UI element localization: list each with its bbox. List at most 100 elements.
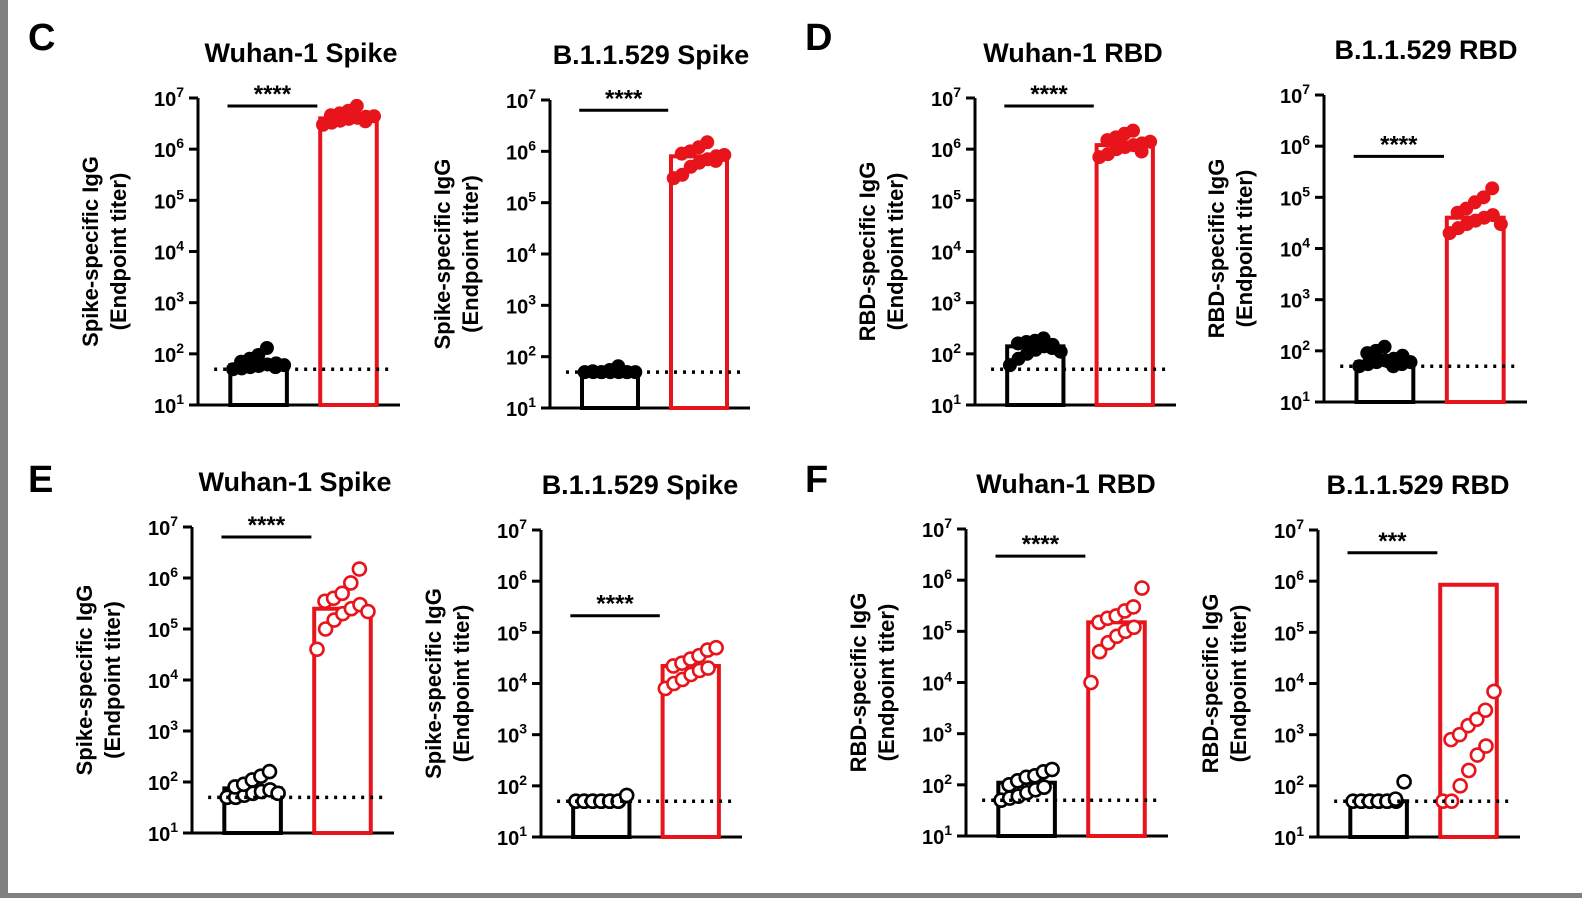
bar	[318, 116, 379, 407]
y-tick-label: 105	[1280, 183, 1310, 210]
y-tick-label: 107	[1274, 516, 1304, 543]
y-tick-label: 105	[148, 615, 178, 642]
chart-8: B.1.1.529 RBD RBD-specific IgG (Endpoint t…	[1198, 470, 1520, 850]
y-tick-label: 104	[922, 669, 952, 696]
data-point	[349, 98, 364, 113]
y-tick-label: 103	[148, 717, 178, 744]
y-axis-label: (Endpoint titer)	[883, 173, 908, 331]
data-point	[1134, 580, 1150, 596]
data-point	[1134, 144, 1149, 159]
data-point	[1468, 711, 1485, 728]
y-tick-label: 102	[922, 771, 952, 798]
y-axis-label: (Endpoint titer)	[449, 605, 474, 763]
y-tick-label: 107	[148, 513, 178, 540]
y-tick-label: 105	[154, 186, 184, 213]
panel-label: D	[805, 17, 832, 59]
y-tick-label: 107	[1280, 81, 1310, 108]
y-tick-label: 101	[506, 394, 536, 421]
data-point	[1125, 599, 1142, 615]
chart-7: Wuhan-1 RBD RBD-specific IgG (Endpoint tit…	[846, 469, 1168, 849]
y-tick-label: 106	[154, 135, 184, 162]
data-point	[309, 641, 325, 658]
chart-title: B.1.1.529 RBD	[1326, 470, 1509, 500]
data-point	[618, 787, 635, 804]
y-tick-label: 106	[148, 564, 178, 591]
data-point	[700, 660, 716, 676]
y-tick-label: 101	[154, 391, 184, 418]
data-point	[259, 341, 274, 356]
y-axis-label: RBD-specific IgG	[846, 593, 871, 773]
y-axis-label: Spike-specific IgG	[421, 588, 446, 779]
data-point	[1469, 747, 1486, 763]
bar	[669, 154, 729, 410]
data-point	[1036, 331, 1051, 346]
data-point	[1053, 344, 1068, 359]
panel-label: E	[28, 459, 53, 501]
data-point	[334, 585, 350, 602]
y-tick-label: 102	[506, 343, 536, 370]
significance-stars: ****	[1022, 531, 1060, 558]
y-tick-label: 107	[154, 84, 184, 111]
data-point	[708, 639, 724, 656]
y-tick-label: 103	[1274, 721, 1304, 748]
y-axis-label: (Endpoint titer)	[1226, 605, 1251, 763]
chart-6: B.1.1.529 Spike Spike-specific IgG (Endpoi…	[421, 470, 742, 850]
panel-label: F	[805, 459, 828, 501]
y-tick-label: 106	[1280, 132, 1310, 159]
y-tick-label: 104	[1280, 235, 1310, 262]
data-point	[1091, 643, 1108, 660]
data-point	[366, 109, 381, 124]
chart-title: Wuhan-1 Spike	[204, 38, 397, 68]
y-axis-label: Spike-specific IgG	[72, 585, 97, 776]
y-tick-label: 102	[1274, 772, 1304, 799]
y-tick-label: 107	[931, 84, 961, 111]
data-point	[1460, 762, 1477, 779]
data-point	[261, 763, 278, 780]
y-tick-label: 102	[497, 772, 527, 799]
y-tick-label: 104	[506, 240, 536, 267]
data-point	[1478, 738, 1494, 754]
chart-5: Wuhan-1 Spike Spike-specific IgG (Endpoint…	[72, 467, 394, 846]
significance-stars: ****	[596, 591, 634, 618]
y-tick-label: 103	[506, 291, 536, 318]
y-tick-label: 104	[148, 666, 178, 693]
y-axis-label: RBD-specific IgG	[1198, 594, 1223, 774]
data-point	[717, 147, 732, 162]
y-tick-label: 105	[497, 618, 527, 645]
y-tick-label: 106	[506, 137, 536, 164]
significance-stars: ****	[248, 512, 286, 539]
chart-3: Wuhan-1 RBD RBD-specific IgG (Endpoint tit…	[855, 38, 1176, 418]
y-tick-label: 107	[922, 515, 952, 542]
y-tick-label: 104	[1274, 670, 1304, 697]
y-tick-label: 106	[931, 135, 961, 162]
y-tick-label: 105	[1274, 618, 1304, 645]
significance-stars: ****	[1030, 81, 1068, 108]
y-axis-label: (Endpoint titer)	[1232, 170, 1257, 328]
y-tick-label: 107	[506, 86, 536, 113]
y-tick-label: 103	[931, 289, 961, 316]
y-tick-label: 102	[154, 340, 184, 367]
y-axis-label: (Endpoint titer)	[874, 604, 899, 762]
data-point	[1477, 702, 1494, 719]
y-axis-label: (Endpoint titer)	[100, 601, 125, 759]
chart-title: Wuhan-1 Spike	[198, 467, 391, 497]
chart-title: Wuhan-1 RBD	[976, 469, 1156, 499]
y-axis-label: RBD-specific IgG	[855, 162, 880, 342]
chart-4: B.1.1.529 RBD RBD-specific IgG (Endpoint t…	[1204, 35, 1527, 415]
data-point	[1083, 674, 1099, 691]
bar	[312, 606, 373, 836]
y-tick-label: 105	[922, 617, 952, 644]
data-point	[1485, 181, 1500, 196]
y-tick-label: 104	[154, 238, 184, 265]
significance-stars: ****	[605, 85, 643, 112]
data-point	[1036, 779, 1052, 795]
y-tick-label: 101	[148, 819, 178, 846]
figure: C D E F Wuhan-1 Spike Spike-specific IgG (Endp…	[8, 0, 1582, 893]
y-tick-label: 105	[506, 189, 536, 216]
data-point	[700, 135, 715, 150]
data-point	[1126, 123, 1141, 138]
chart-2: B.1.1.529 Spike Spike-specific IgG (Endpoi…	[430, 40, 750, 421]
y-tick-label: 102	[1280, 337, 1310, 364]
chart-title: B.1.1.529 RBD	[1334, 35, 1517, 65]
